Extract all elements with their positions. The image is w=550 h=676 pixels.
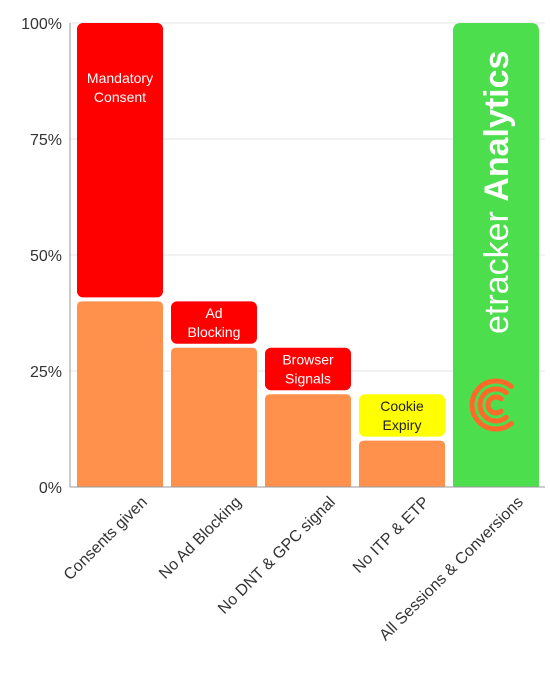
y-tick-label: 100% (21, 16, 62, 33)
segment-label: Cookie (380, 398, 424, 414)
segment-label: Mandatory (87, 70, 153, 86)
brand-wordmark: etracker Analytics (478, 51, 516, 334)
x-tick-label: Consents given (61, 494, 151, 584)
brand-bold-text: Analytics (478, 51, 516, 202)
bar (359, 440, 445, 487)
bar-segment (77, 23, 163, 298)
bar-segment (265, 347, 351, 391)
segment-label: Consent (94, 89, 146, 105)
segment-label: Ad (205, 305, 222, 321)
logo-arc (477, 386, 509, 424)
logo-arc (485, 394, 504, 416)
bar-segment (359, 394, 445, 437)
y-tick-label: 50% (30, 248, 62, 265)
x-tick-label: No Ad Blocking (156, 494, 245, 583)
etracker-logo-icon (469, 378, 514, 432)
segment-label: Browser (282, 352, 334, 368)
segment-label: Signals (285, 371, 331, 387)
logo-arc (469, 378, 514, 432)
bar (453, 23, 539, 487)
y-tick-label: 75% (30, 132, 62, 149)
segment-label: Expiry (383, 417, 422, 433)
bar (77, 301, 163, 487)
segment-label: Blocking (188, 324, 241, 340)
bar (265, 394, 351, 487)
bar-segment (171, 301, 257, 344)
y-tick-label: 0% (39, 480, 62, 497)
x-tick-label: No ITP & ETP (350, 494, 433, 577)
bar (171, 347, 257, 487)
y-tick-label: 25% (30, 364, 62, 381)
brand-light-text: etracker (478, 202, 516, 334)
